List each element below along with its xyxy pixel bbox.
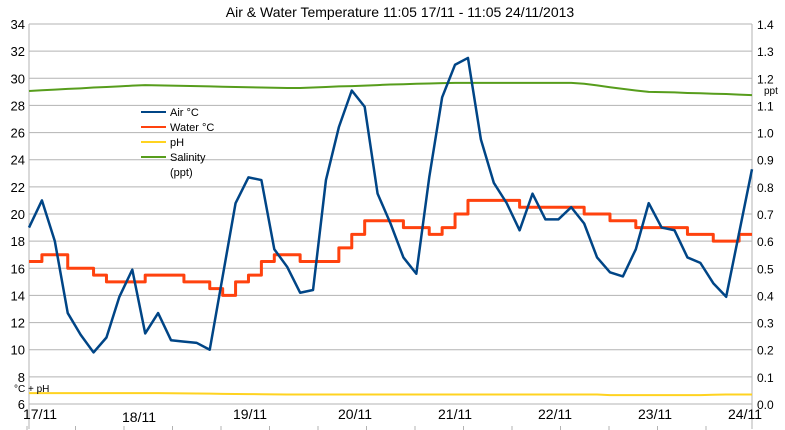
y-left-tick-label: 18 [11,234,25,249]
y-right-tick-label: 1.0 [757,127,774,141]
y-right-tick-label: 1.2 [757,72,774,86]
series-lines [27,56,754,397]
y-left-tick-label: 12 [11,316,25,331]
x-tick-label: 21/11 [438,406,472,422]
y-right-tick-label: 0.6 [757,235,774,249]
y-left-tick-label: 10 [11,343,25,358]
legend-label: Salinity [170,152,206,164]
y-right-tick-label: 1.3 [757,45,774,59]
legend-label: Air °C [170,107,199,119]
y-right-tick-label: 0.2 [757,344,774,358]
y-right-tick-label: 0.0 [757,398,774,412]
legend-label-unit: (ppt) [170,167,193,179]
series-line-water-c [29,198,752,297]
y-right-tick-label: 0.8 [757,181,774,195]
series-line-ph [29,392,752,397]
y-left-tick-label: 34 [11,17,25,32]
y-right-axis-label: ppt [764,86,778,97]
y-right-tick-label: 0.7 [757,208,774,222]
y-left-tick-label: 28 [11,98,25,113]
x-tick-label: 19/11 [233,406,267,422]
x-tick-label: 23/11 [638,406,672,422]
axes: 6 8 10 12 14 16 18 20 22 24 26 28 30 32 34 0.0 0.1 0.2 0.3… [11,17,774,430]
x-tick-label: 22/11 [538,406,572,422]
y-left-axis-label: °C + pH [14,384,49,395]
y-left-tick-label: 16 [11,261,25,276]
y-right-tick-label: 0.9 [757,154,774,168]
y-left-tick-label: 14 [11,288,25,303]
gridlines [29,23,752,405]
chart-title: Air & Water Temperature 11:05 17/11 - 11… [226,4,575,20]
legend-label: Water °C [170,122,214,134]
x-tick-label: 17/11 [23,406,57,422]
y-left-tick-label: 6 [18,397,25,412]
y-left-tick-label: 8 [18,370,25,385]
series-line-salinity-ppt [28,81,753,97]
y-left-tick-label: 20 [11,207,25,222]
x-tick-label: 18/11 [122,409,156,425]
x-tick-label: 24/11 [728,406,762,422]
y-left-tick-label: 26 [11,126,25,141]
y-right-tick-label: 1.4 [757,18,774,32]
y-right-tick-label: 0.3 [757,317,774,331]
x-tick-label: 20/11 [338,406,372,422]
y-right-tick-label: 1.1 [757,99,774,113]
legend-label: pH [170,137,184,149]
y-left-tick-label: 22 [11,180,25,195]
legend: Air °C Water °C pH Salinity (ppt) [141,107,214,179]
y-right-tick-label: 0.4 [757,289,774,303]
y-right-tick-label: 0.1 [757,371,774,385]
y-right-tick-label: 0.5 [757,262,774,276]
y-left-tick-label: 24 [11,153,25,168]
y-left-tick-label: 30 [11,71,25,86]
y-left-tick-label: 32 [11,44,25,59]
series-line-air-c [27,56,754,354]
